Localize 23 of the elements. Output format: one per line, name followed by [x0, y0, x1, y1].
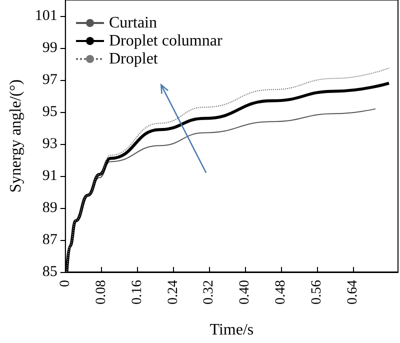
y-tick-label: 85 [42, 264, 58, 280]
y-axis-title: Synergy angle/(°) [8, 79, 24, 193]
x-tick-label: 0.16 [130, 280, 145, 304]
y-tick-label: 97 [42, 72, 58, 88]
x-axis-title: Time/s [210, 322, 254, 338]
y-tick-label: 101 [34, 8, 58, 24]
legend-label: Curtain [109, 14, 157, 32]
x-tick-label: 0.48 [274, 280, 289, 304]
x-tick-label: 0.64 [346, 280, 361, 304]
x-tick-label: 0.56 [310, 280, 325, 304]
y-tick-label: 87 [42, 232, 58, 248]
legend-label: Droplet columnar [109, 32, 223, 50]
y-tick-label: 95 [42, 104, 58, 120]
x-tick-label: 0.32 [202, 280, 217, 304]
y-tick-label: 93 [42, 136, 58, 152]
x-tick-label: 0.24 [166, 280, 181, 304]
x-tick-label: 0.40 [238, 280, 253, 304]
y-tick-label: 89 [42, 200, 58, 216]
y-tick-label: 99 [42, 40, 58, 56]
x-tick-label: 0 [58, 280, 73, 287]
y-tick-label: 91 [42, 168, 58, 184]
legend-label: Droplet [109, 50, 158, 68]
x-tick-label: 0.08 [94, 280, 109, 304]
